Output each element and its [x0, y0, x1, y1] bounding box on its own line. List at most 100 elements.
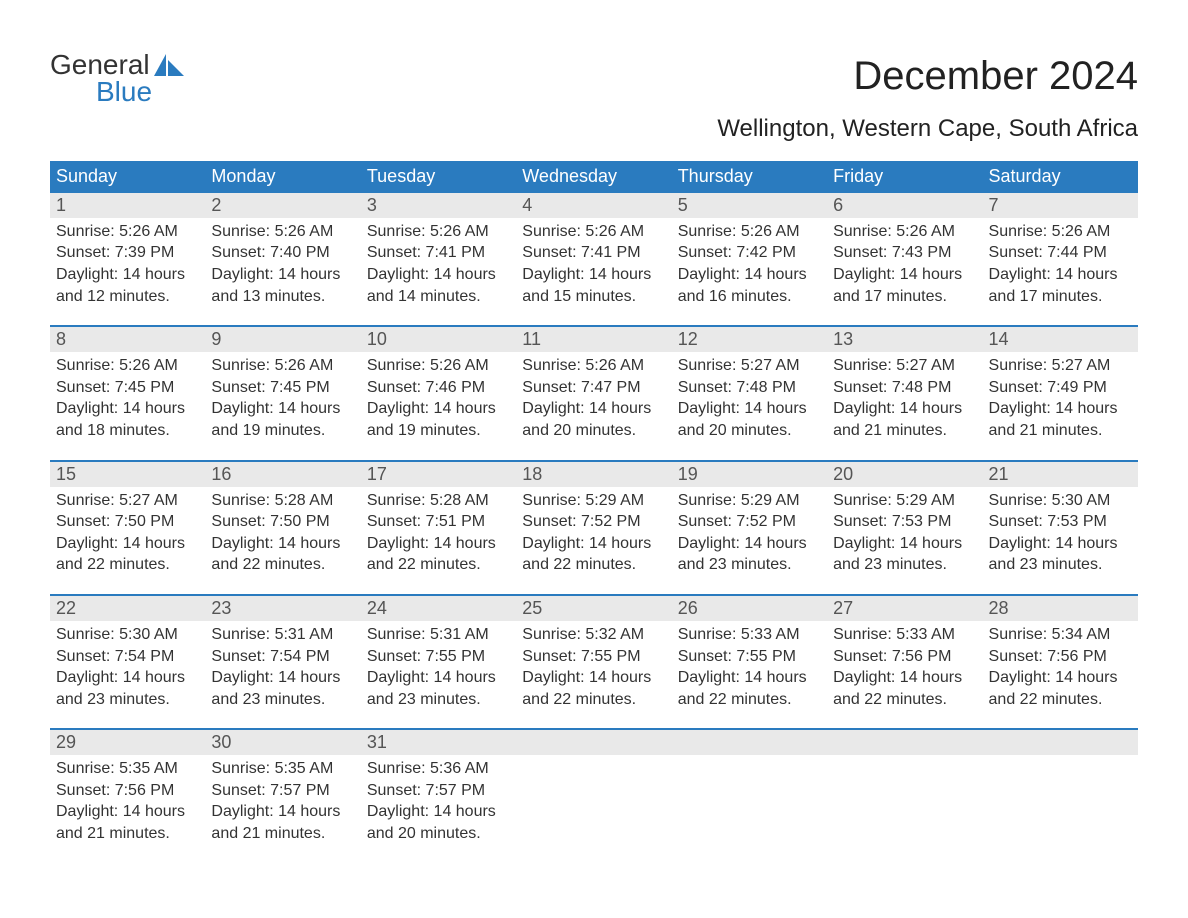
day-number: 12: [672, 327, 827, 352]
day-cell: [516, 730, 671, 862]
sunrise-text: Sunrise: 5:29 AM: [833, 490, 976, 512]
sunrise-text: Sunrise: 5:35 AM: [56, 758, 199, 780]
daylight-text: Daylight: 14 hours and 23 minutes.: [989, 533, 1132, 576]
day-body: Sunrise: 5:31 AMSunset: 7:54 PMDaylight:…: [205, 621, 360, 710]
day-body: Sunrise: 5:33 AMSunset: 7:56 PMDaylight:…: [827, 621, 982, 710]
sunset-text: Sunset: 7:54 PM: [56, 646, 199, 668]
day-body: Sunrise: 5:32 AMSunset: 7:55 PMDaylight:…: [516, 621, 671, 710]
day-header-cell: Monday: [205, 161, 360, 193]
sunrise-text: Sunrise: 5:33 AM: [678, 624, 821, 646]
daylight-text: Daylight: 14 hours and 21 minutes.: [211, 801, 354, 844]
day-body: Sunrise: 5:26 AMSunset: 7:45 PMDaylight:…: [205, 352, 360, 441]
sunrise-text: Sunrise: 5:26 AM: [833, 221, 976, 243]
daylight-text: Daylight: 14 hours and 13 minutes.: [211, 264, 354, 307]
sunrise-text: Sunrise: 5:26 AM: [522, 221, 665, 243]
day-number: 25: [516, 596, 671, 621]
sunrise-text: Sunrise: 5:26 AM: [989, 221, 1132, 243]
day-cell: 7Sunrise: 5:26 AMSunset: 7:44 PMDaylight…: [983, 193, 1138, 325]
day-cell: 16Sunrise: 5:28 AMSunset: 7:50 PMDayligh…: [205, 462, 360, 594]
day-number: 21: [983, 462, 1138, 487]
sunset-text: Sunset: 7:56 PM: [833, 646, 976, 668]
sunrise-text: Sunrise: 5:26 AM: [56, 355, 199, 377]
day-cell: 29Sunrise: 5:35 AMSunset: 7:56 PMDayligh…: [50, 730, 205, 862]
day-body: Sunrise: 5:35 AMSunset: 7:57 PMDaylight:…: [205, 755, 360, 844]
day-number: 24: [361, 596, 516, 621]
sunset-text: Sunset: 7:41 PM: [522, 242, 665, 264]
week-row: 1Sunrise: 5:26 AMSunset: 7:39 PMDaylight…: [50, 193, 1138, 325]
daylight-text: Daylight: 14 hours and 23 minutes.: [678, 533, 821, 576]
day-cell: 14Sunrise: 5:27 AMSunset: 7:49 PMDayligh…: [983, 327, 1138, 459]
day-body: Sunrise: 5:26 AMSunset: 7:47 PMDaylight:…: [516, 352, 671, 441]
daylight-text: Daylight: 14 hours and 17 minutes.: [833, 264, 976, 307]
daylight-text: Daylight: 14 hours and 22 minutes.: [211, 533, 354, 576]
day-cell: 10Sunrise: 5:26 AMSunset: 7:46 PMDayligh…: [361, 327, 516, 459]
sunrise-text: Sunrise: 5:33 AM: [833, 624, 976, 646]
sunset-text: Sunset: 7:56 PM: [989, 646, 1132, 668]
day-cell: 13Sunrise: 5:27 AMSunset: 7:48 PMDayligh…: [827, 327, 982, 459]
daylight-text: Daylight: 14 hours and 22 minutes.: [833, 667, 976, 710]
day-number: 10: [361, 327, 516, 352]
daylight-text: Daylight: 14 hours and 21 minutes.: [989, 398, 1132, 441]
day-body: Sunrise: 5:27 AMSunset: 7:48 PMDaylight:…: [827, 352, 982, 441]
day-number: 30: [205, 730, 360, 755]
day-number: 19: [672, 462, 827, 487]
sunrise-text: Sunrise: 5:34 AM: [989, 624, 1132, 646]
day-cell: 17Sunrise: 5:28 AMSunset: 7:51 PMDayligh…: [361, 462, 516, 594]
day-body: Sunrise: 5:26 AMSunset: 7:39 PMDaylight:…: [50, 218, 205, 307]
day-number: 6: [827, 193, 982, 218]
header-row: General Blue December 2024: [50, 50, 1138, 107]
sunset-text: Sunset: 7:46 PM: [367, 377, 510, 399]
daylight-text: Daylight: 14 hours and 22 minutes.: [678, 667, 821, 710]
day-header-cell: Wednesday: [516, 161, 671, 193]
sunrise-text: Sunrise: 5:29 AM: [522, 490, 665, 512]
sunset-text: Sunset: 7:49 PM: [989, 377, 1132, 399]
day-cell: 27Sunrise: 5:33 AMSunset: 7:56 PMDayligh…: [827, 596, 982, 728]
day-cell: 23Sunrise: 5:31 AMSunset: 7:54 PMDayligh…: [205, 596, 360, 728]
daylight-text: Daylight: 14 hours and 22 minutes.: [989, 667, 1132, 710]
sunset-text: Sunset: 7:52 PM: [678, 511, 821, 533]
week-row: 15Sunrise: 5:27 AMSunset: 7:50 PMDayligh…: [50, 460, 1138, 594]
sunset-text: Sunset: 7:39 PM: [56, 242, 199, 264]
location-subtitle: Wellington, Western Cape, South Africa: [50, 115, 1138, 143]
daylight-text: Daylight: 14 hours and 23 minutes.: [367, 667, 510, 710]
day-cell: 6Sunrise: 5:26 AMSunset: 7:43 PMDaylight…: [827, 193, 982, 325]
day-cell: 11Sunrise: 5:26 AMSunset: 7:47 PMDayligh…: [516, 327, 671, 459]
day-body: Sunrise: 5:30 AMSunset: 7:54 PMDaylight:…: [50, 621, 205, 710]
calendar: SundayMondayTuesdayWednesdayThursdayFrid…: [50, 161, 1138, 863]
logo-top: General: [50, 50, 184, 79]
calendar-page: General Blue December 2024 Wellington, W…: [0, 0, 1188, 903]
sunset-text: Sunset: 7:55 PM: [522, 646, 665, 668]
day-cell: 30Sunrise: 5:35 AMSunset: 7:57 PMDayligh…: [205, 730, 360, 862]
sunrise-text: Sunrise: 5:30 AM: [56, 624, 199, 646]
logo-text-bottom: Blue: [96, 77, 184, 106]
day-cell: 26Sunrise: 5:33 AMSunset: 7:55 PMDayligh…: [672, 596, 827, 728]
day-body: Sunrise: 5:26 AMSunset: 7:43 PMDaylight:…: [827, 218, 982, 307]
day-body: Sunrise: 5:36 AMSunset: 7:57 PMDaylight:…: [361, 755, 516, 844]
day-body: Sunrise: 5:26 AMSunset: 7:44 PMDaylight:…: [983, 218, 1138, 307]
day-cell: 20Sunrise: 5:29 AMSunset: 7:53 PMDayligh…: [827, 462, 982, 594]
day-number-empty: [827, 730, 982, 755]
day-header-row: SundayMondayTuesdayWednesdayThursdayFrid…: [50, 161, 1138, 193]
sunset-text: Sunset: 7:43 PM: [833, 242, 976, 264]
day-number: 27: [827, 596, 982, 621]
sunrise-text: Sunrise: 5:31 AM: [211, 624, 354, 646]
daylight-text: Daylight: 14 hours and 15 minutes.: [522, 264, 665, 307]
day-cell: 8Sunrise: 5:26 AMSunset: 7:45 PMDaylight…: [50, 327, 205, 459]
day-cell: 19Sunrise: 5:29 AMSunset: 7:52 PMDayligh…: [672, 462, 827, 594]
page-title: December 2024: [853, 54, 1138, 99]
day-cell: 24Sunrise: 5:31 AMSunset: 7:55 PMDayligh…: [361, 596, 516, 728]
logo-sail-icon: [154, 54, 184, 76]
sunrise-text: Sunrise: 5:27 AM: [833, 355, 976, 377]
day-number: 7: [983, 193, 1138, 218]
day-number-empty: [672, 730, 827, 755]
sunset-text: Sunset: 7:50 PM: [211, 511, 354, 533]
day-cell: [827, 730, 982, 862]
day-body: Sunrise: 5:30 AMSunset: 7:53 PMDaylight:…: [983, 487, 1138, 576]
day-cell: 28Sunrise: 5:34 AMSunset: 7:56 PMDayligh…: [983, 596, 1138, 728]
daylight-text: Daylight: 14 hours and 23 minutes.: [833, 533, 976, 576]
sunset-text: Sunset: 7:41 PM: [367, 242, 510, 264]
day-body: Sunrise: 5:28 AMSunset: 7:50 PMDaylight:…: [205, 487, 360, 576]
day-number: 14: [983, 327, 1138, 352]
daylight-text: Daylight: 14 hours and 18 minutes.: [56, 398, 199, 441]
sunrise-text: Sunrise: 5:30 AM: [989, 490, 1132, 512]
